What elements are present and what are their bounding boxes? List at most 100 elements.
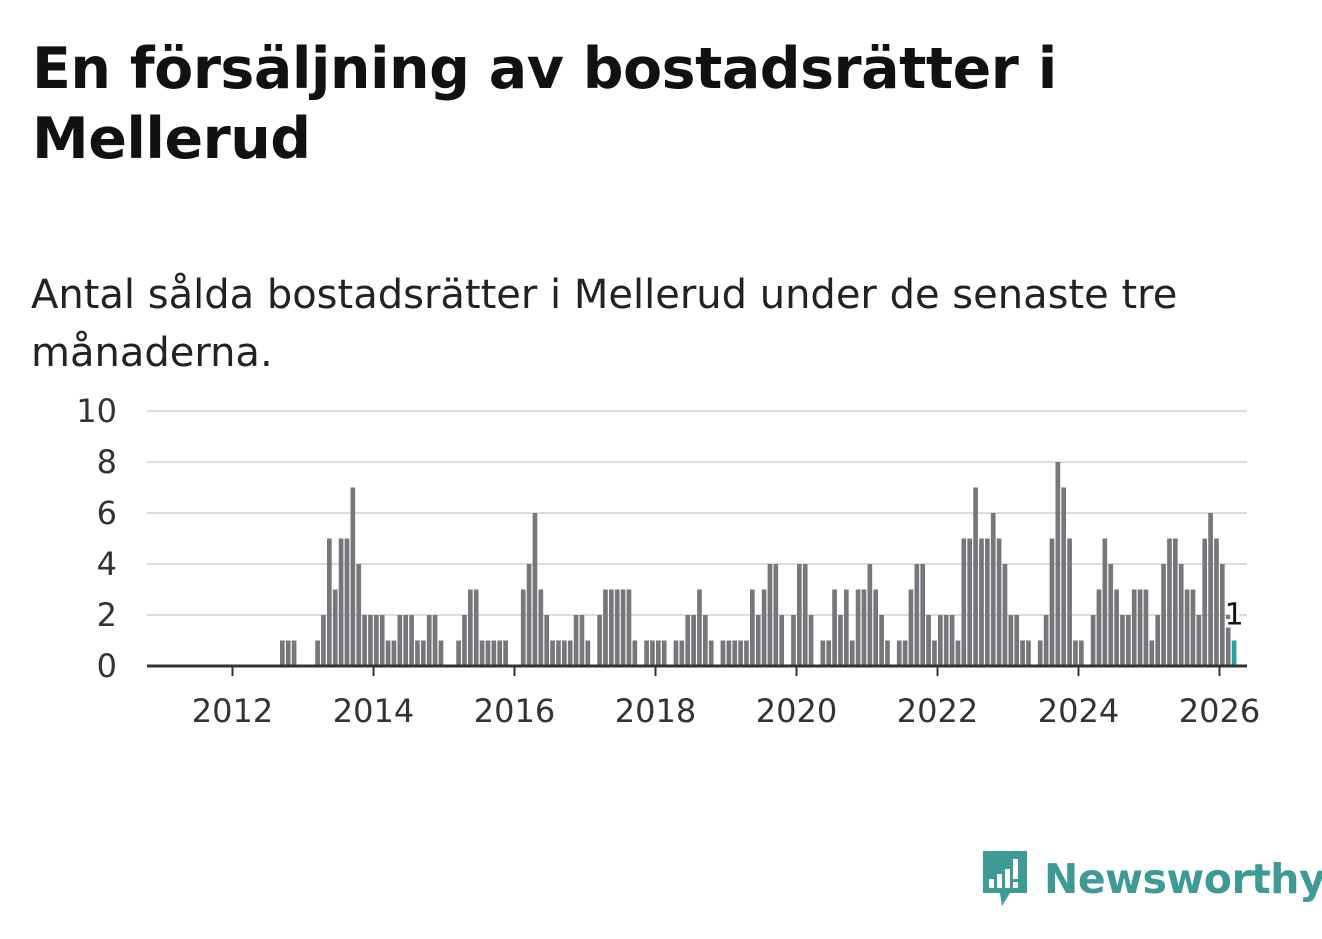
bar — [726, 640, 732, 666]
bar — [761, 589, 767, 666]
bar — [497, 640, 503, 666]
bar — [943, 615, 949, 666]
bar — [938, 615, 943, 666]
bar — [1096, 589, 1102, 666]
x-tick-label: 2012 — [192, 692, 273, 730]
bar — [867, 564, 873, 666]
bar — [1196, 615, 1202, 666]
bar — [973, 487, 978, 666]
bar — [579, 615, 585, 666]
bar — [415, 640, 420, 666]
bar — [926, 615, 931, 666]
bar — [1114, 589, 1119, 666]
bar — [1161, 564, 1166, 666]
bar — [885, 640, 890, 666]
bar — [338, 538, 344, 666]
chart-title: En försäljning av bostadsrätter i Meller… — [32, 36, 1057, 172]
bar — [961, 538, 967, 666]
bar — [403, 615, 409, 666]
bar — [556, 640, 561, 666]
bar — [779, 615, 785, 666]
bar — [920, 564, 926, 666]
bar-chart: 0 2 4 6 8 10 2012 2014 2016 2018 2020 2022 2024 2026 1 — [76, 392, 1260, 730]
bar — [1002, 564, 1008, 666]
newsworthy-logo-icon — [983, 851, 1027, 906]
bar — [1079, 640, 1084, 666]
bar — [491, 640, 497, 666]
bar — [520, 589, 526, 666]
y-tick-label: 4 — [97, 545, 117, 583]
bar — [573, 615, 579, 666]
bar — [820, 640, 826, 666]
bar — [1049, 538, 1055, 666]
bar — [797, 564, 802, 666]
bar — [421, 640, 426, 666]
bar — [620, 589, 626, 666]
bar — [350, 487, 356, 666]
bar — [1014, 615, 1020, 666]
bar — [1149, 640, 1155, 666]
bar — [385, 640, 391, 666]
newsworthy-logo: Newsworthy — [980, 848, 1322, 910]
bar — [744, 640, 749, 666]
bar — [468, 589, 473, 666]
bar — [732, 640, 738, 666]
bar — [849, 640, 855, 666]
bar — [949, 615, 955, 666]
bar — [844, 589, 849, 666]
bar — [802, 564, 808, 666]
bar — [708, 640, 714, 666]
bar — [697, 589, 702, 666]
bar — [456, 640, 461, 666]
bar — [967, 538, 973, 666]
bar — [1020, 640, 1025, 666]
bar — [609, 589, 614, 666]
bar — [673, 640, 679, 666]
bar — [426, 615, 432, 666]
bar — [538, 589, 544, 666]
bar — [485, 640, 491, 666]
bar — [597, 615, 602, 666]
bar — [1108, 564, 1114, 666]
bar — [720, 640, 726, 666]
bar — [344, 538, 350, 666]
y-tick-label: 2 — [97, 596, 117, 634]
bar — [932, 640, 937, 666]
bar — [1190, 589, 1196, 666]
bar — [832, 589, 837, 666]
bar — [1184, 589, 1190, 666]
bar — [767, 564, 773, 666]
x-tick-label: 2018 — [615, 692, 696, 730]
bar — [356, 564, 362, 666]
bar — [285, 640, 291, 666]
bar — [914, 564, 920, 666]
bar — [1120, 615, 1125, 666]
bar — [879, 615, 884, 666]
bar — [838, 615, 843, 666]
chart-subtitle: Antal sålda bostadsrätter i Mellerud und… — [31, 272, 1178, 376]
bar — [532, 513, 538, 666]
logo-text: Newsworthy — [1044, 855, 1322, 903]
bar — [1143, 589, 1149, 666]
bar — [985, 538, 990, 666]
bar — [1043, 615, 1049, 666]
x-tick-label: 2016 — [474, 692, 555, 730]
x-tick-label: 2024 — [1038, 692, 1119, 730]
x-tick-label: 2026 — [1179, 692, 1260, 730]
bar — [327, 538, 332, 666]
bar — [432, 615, 438, 666]
bar — [908, 589, 914, 666]
bar — [650, 640, 655, 666]
bar — [861, 589, 867, 666]
bar — [614, 589, 620, 666]
bar — [1090, 615, 1096, 666]
bar — [1061, 487, 1067, 666]
bar — [896, 640, 902, 666]
bar — [462, 615, 467, 666]
bar — [526, 564, 532, 666]
bar — [703, 615, 708, 666]
bar — [996, 538, 1002, 666]
bar — [332, 589, 338, 666]
bar — [1208, 513, 1213, 666]
bar — [291, 640, 297, 666]
